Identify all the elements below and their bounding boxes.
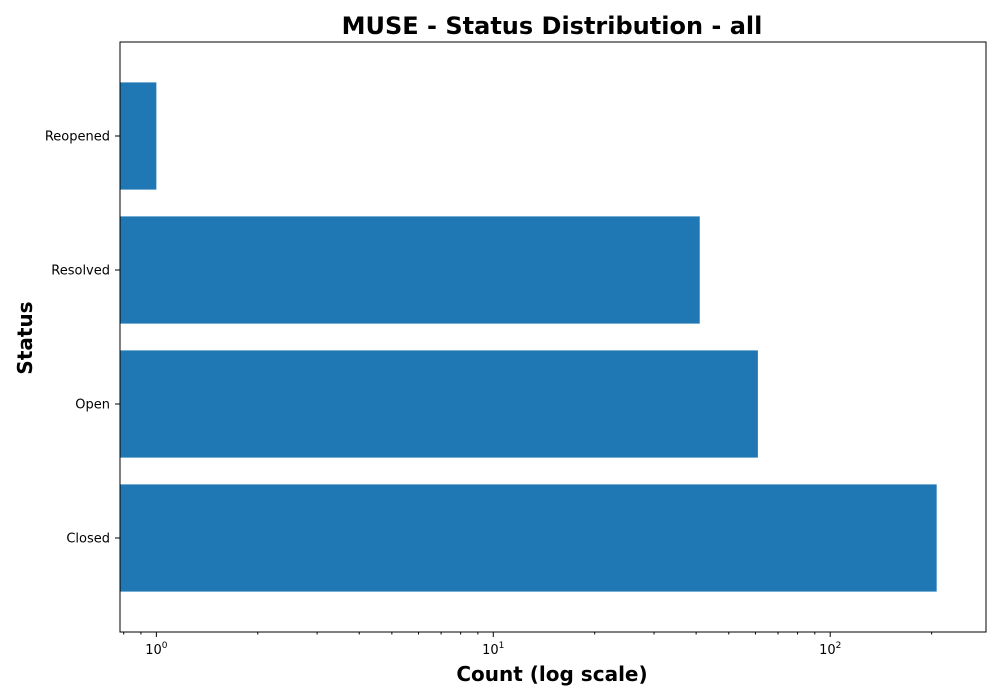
y-tick-label-reopened: Reopened	[45, 130, 110, 145]
bar-reopened	[120, 82, 157, 190]
plot-frame	[119, 41, 987, 633]
bar-closed	[120, 484, 937, 592]
x-tick-label-2: 102	[819, 641, 841, 658]
y-tick-label-closed: Closed	[66, 532, 110, 547]
chart-title: MUSE - Status Distribution - all	[342, 12, 763, 40]
y-tick-label-resolved: Resolved	[51, 264, 110, 279]
y-axis-ticks: Reopened Resolved Open Closed	[45, 130, 120, 547]
x-axis-ticks: 100 101 102	[123, 632, 933, 658]
bars-layer	[120, 82, 937, 592]
bar-open	[120, 350, 758, 458]
y-tick-label-open: Open	[75, 398, 110, 413]
x-axis-label: Count (log scale)	[456, 662, 647, 686]
x-tick-label-0: 100	[145, 641, 168, 658]
y-axis-label: Status	[13, 301, 37, 374]
x-tick-label-1: 101	[482, 641, 504, 658]
bar-resolved	[120, 216, 700, 324]
